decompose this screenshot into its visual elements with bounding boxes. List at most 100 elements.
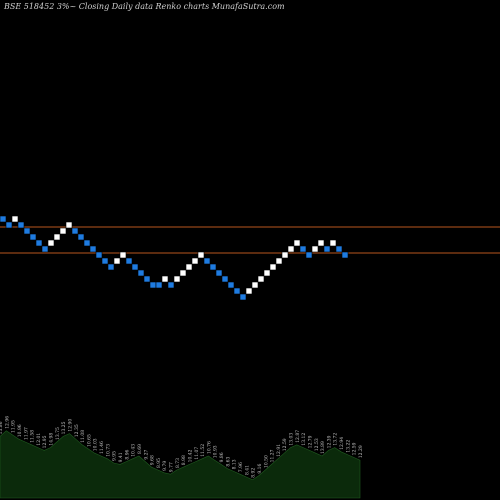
volume-label: 12.59 (282, 438, 288, 451)
volume-label: 12.96 (4, 416, 10, 429)
volume-label: 13.72 (333, 433, 339, 446)
volume-panel: 13.86 12.96 11.95 10.96 11.97 11.58 12.01 12.95… (0, 416, 364, 499)
up-brick (59, 227, 67, 235)
up-brick (257, 275, 265, 283)
volume-label: 8.92 (251, 468, 257, 478)
volume-label: 9.79 (162, 461, 168, 471)
volume-label: 8.69 (137, 444, 143, 454)
reference-lines (0, 226, 500, 254)
volume-label: 10.42 (188, 449, 194, 462)
down-brick (89, 245, 97, 253)
volume-label: 9.41 (118, 452, 124, 462)
volume-label: 10.65 (86, 434, 92, 447)
up-brick (161, 275, 169, 283)
volume-label: 10.96 (17, 424, 23, 437)
down-brick (137, 269, 145, 277)
up-brick (191, 257, 199, 265)
volume-label: 12.35 (74, 424, 80, 437)
volume-label: 9.27 (143, 449, 149, 459)
up-brick (263, 269, 271, 277)
down-brick (209, 263, 217, 271)
chart-title: BSE 518452 3%~ Closing Daily data Renko … (4, 2, 285, 11)
down-brick (0, 215, 7, 223)
volume-label: 8.13 (232, 459, 238, 469)
volume-area (0, 430, 361, 499)
up-brick (65, 221, 73, 229)
down-brick (125, 257, 133, 265)
down-brick (233, 287, 241, 295)
down-brick (41, 245, 49, 253)
down-brick (305, 251, 313, 259)
up-brick (173, 275, 181, 283)
volume-label: 13.22 (345, 440, 351, 453)
down-brick (35, 239, 43, 247)
volume-label: 11.58 (30, 430, 36, 443)
up-brick (269, 263, 277, 271)
up-brick (53, 233, 61, 241)
volume-label: 8.63 (225, 456, 231, 466)
volume-label: 7.96 (238, 462, 244, 472)
up-brick (281, 251, 289, 259)
volume-label: 12.90 (68, 419, 74, 432)
volume-label: 10.43 (131, 444, 137, 457)
volume-label: 13.03 (289, 433, 295, 446)
down-brick (221, 275, 229, 283)
down-brick (335, 245, 343, 253)
volume-label: 11.07 (194, 447, 200, 460)
volume-label: 9.16 (257, 463, 263, 473)
volume-label: 13.89 (320, 441, 326, 454)
up-brick (119, 251, 127, 259)
volume-label: 10.73 (105, 444, 111, 457)
volume-label: 12.59 (352, 442, 358, 455)
down-brick (107, 263, 115, 271)
up-brick (251, 281, 259, 289)
volume-label: 8.41 (244, 465, 250, 475)
up-brick (185, 263, 193, 271)
volume-label: 8.96 (124, 449, 130, 459)
volume-label: 13.25 (61, 421, 67, 434)
up-brick (317, 239, 325, 247)
volume-label: 11.95 (11, 420, 17, 433)
down-brick (29, 233, 37, 241)
volume-label: 12.29 (358, 445, 364, 458)
volume-label: 12.01 (36, 433, 42, 446)
volume-label: 8.73 (175, 458, 181, 468)
volume-label: 12.53 (314, 438, 320, 451)
up-brick (287, 245, 295, 253)
down-brick (143, 275, 151, 283)
up-brick (245, 287, 253, 295)
down-brick (71, 227, 79, 235)
volume-label: 11.52 (200, 444, 206, 457)
up-brick (11, 215, 19, 223)
volume-label: 9.68 (150, 455, 156, 465)
down-brick (227, 281, 235, 289)
volume-label: 11.27 (270, 449, 276, 462)
down-brick (341, 251, 349, 259)
volume-label: 13.75 (55, 427, 61, 440)
volume-label: 12.94 (339, 437, 345, 450)
up-brick (329, 239, 337, 247)
down-brick (95, 251, 103, 259)
volume-label: 12.95 (42, 435, 48, 448)
volume-label: 8.98 (181, 455, 187, 465)
volume-label: 12.39 (326, 435, 332, 448)
volume-label: 8.95 (156, 458, 162, 468)
up-brick (275, 257, 283, 265)
down-brick (215, 269, 223, 277)
up-brick (113, 257, 121, 265)
volume-label: 10.76 (206, 441, 212, 454)
renko-bricks (0, 215, 349, 301)
down-brick (131, 263, 139, 271)
volume-label: 10.50 (263, 455, 269, 468)
down-brick (239, 293, 247, 301)
up-brick (197, 251, 205, 259)
volume-label: 12.87 (295, 430, 301, 443)
volume-label: 10.93 (213, 445, 219, 458)
volume-label: 9.86 (219, 452, 225, 462)
down-brick (155, 281, 163, 289)
down-brick (149, 281, 157, 289)
down-brick (203, 257, 211, 265)
down-brick (323, 245, 331, 253)
down-brick (17, 221, 25, 229)
